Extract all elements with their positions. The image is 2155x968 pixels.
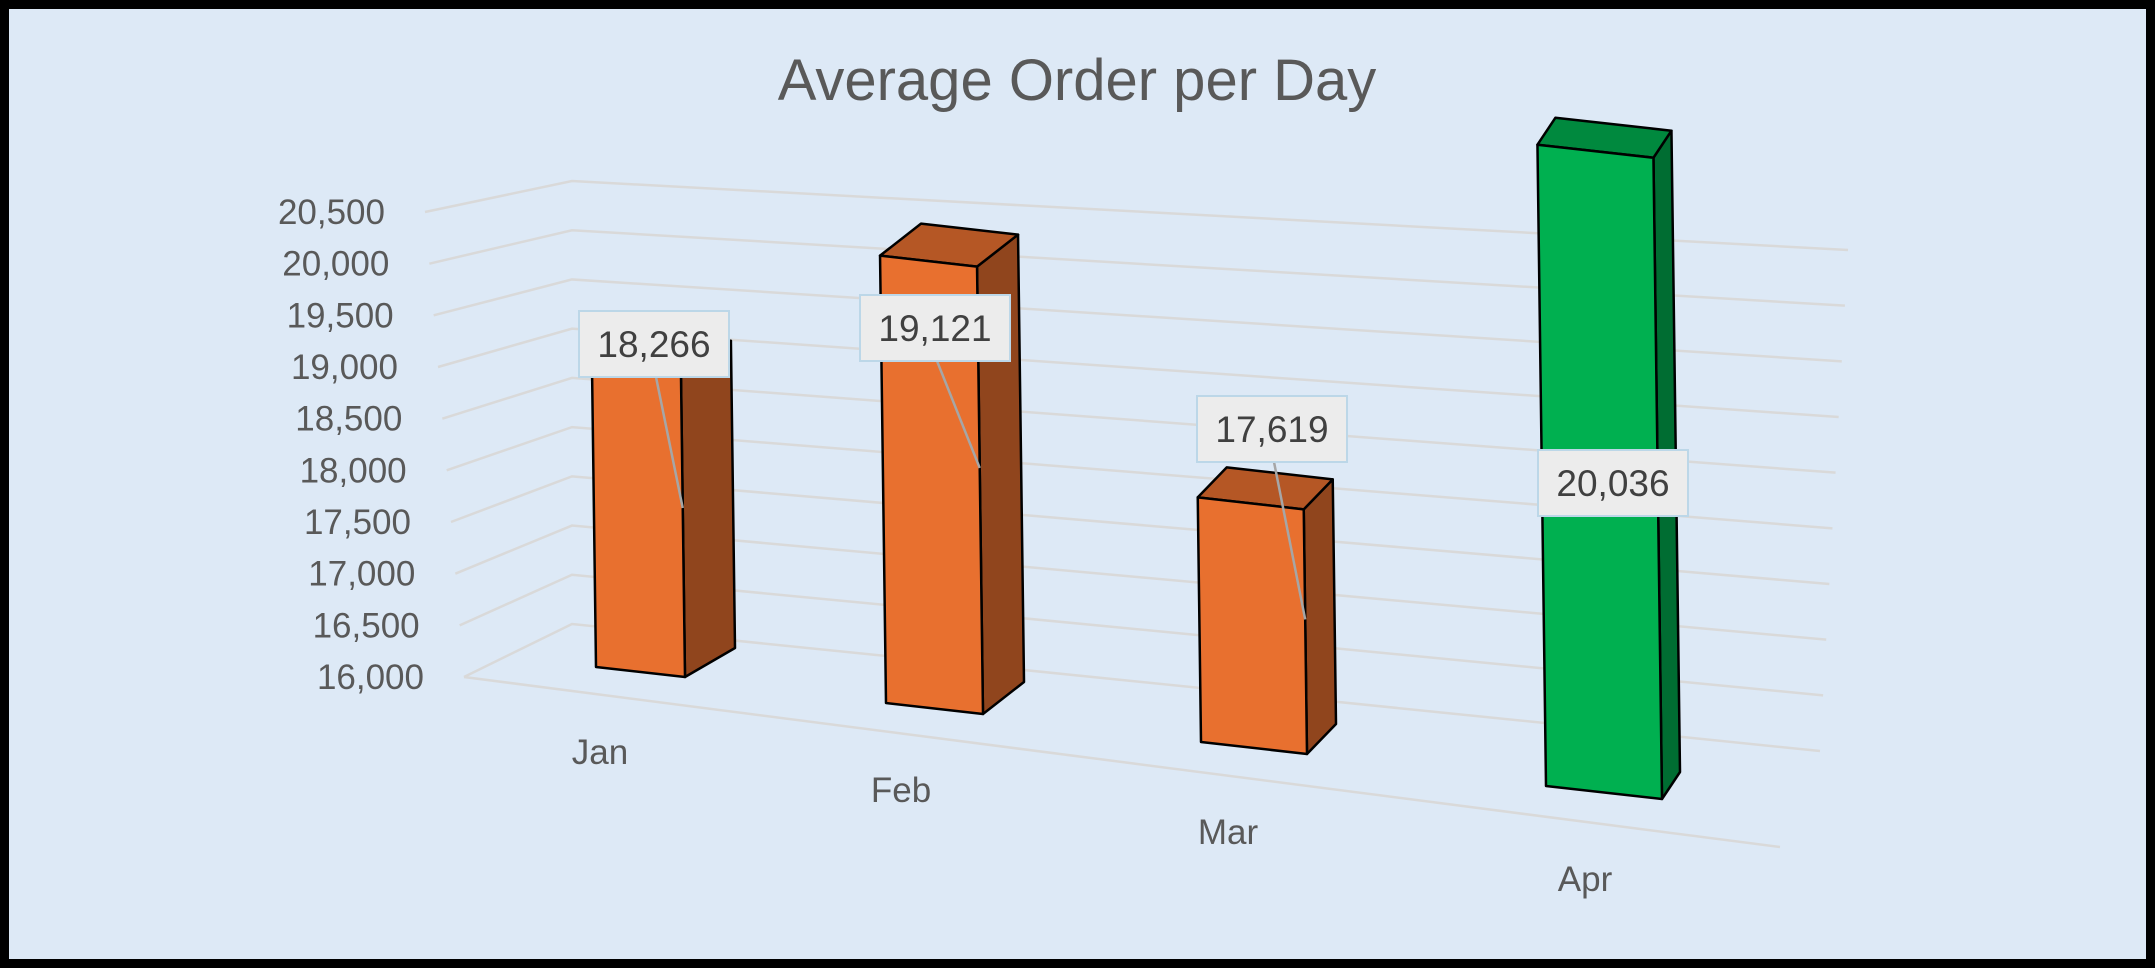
y-tick-label: 20,000 xyxy=(282,245,389,284)
gridline xyxy=(459,573,1824,697)
data-labels: 18,266 19,121 17,619 20,036 xyxy=(578,294,1689,620)
chart-title: Average Order per Day xyxy=(778,48,1377,113)
y-tick-label: 18,000 xyxy=(300,451,407,490)
data-label: 20,036 xyxy=(1537,449,1689,517)
gridline xyxy=(450,475,1830,586)
gridline xyxy=(454,524,1827,641)
gridline xyxy=(463,622,1821,753)
floor-edge xyxy=(463,675,1781,849)
gridline xyxy=(441,376,1836,474)
svg-text:17,619: 17,619 xyxy=(1215,409,1328,450)
y-tick-label: 19,500 xyxy=(287,296,394,335)
svg-text:18,266: 18,266 xyxy=(597,324,710,365)
y-axis-tick-labels: 16,000 16,500 17,000 17,500 18,000 18,500 19,0… xyxy=(278,193,424,697)
gridline xyxy=(429,228,1845,307)
x-tick-label: Apr xyxy=(1558,860,1613,899)
gridline xyxy=(424,179,1849,252)
y-tick-label: 17,500 xyxy=(304,503,411,542)
y-tick-label: 18,500 xyxy=(295,400,402,439)
y-tick-label: 16,000 xyxy=(317,658,424,697)
y-tick-label: 16,500 xyxy=(313,606,420,645)
svg-text:19,121: 19,121 xyxy=(878,308,991,349)
bar-mar xyxy=(1196,466,1338,756)
svg-text:20,036: 20,036 xyxy=(1556,463,1669,504)
data-label: 18,266 xyxy=(578,310,730,509)
gridlines xyxy=(424,179,1849,849)
x-axis-category-labels: Jan Feb Mar Apr xyxy=(572,733,1613,899)
x-tick-label: Jan xyxy=(572,733,628,772)
gridline xyxy=(433,278,1842,363)
x-tick-label: Feb xyxy=(871,771,931,810)
bar-feb xyxy=(878,222,1026,716)
gridline xyxy=(437,327,1839,419)
x-tick-label: Mar xyxy=(1198,813,1259,852)
data-label: 19,121 xyxy=(859,294,1011,469)
data-label: 17,619 xyxy=(1196,395,1348,620)
y-tick-label: 20,500 xyxy=(278,193,385,232)
y-tick-label: 17,000 xyxy=(308,555,415,594)
y-tick-label: 19,000 xyxy=(291,348,398,387)
gridline xyxy=(446,425,1833,530)
bar-jan xyxy=(590,329,737,679)
bars xyxy=(590,116,1682,801)
